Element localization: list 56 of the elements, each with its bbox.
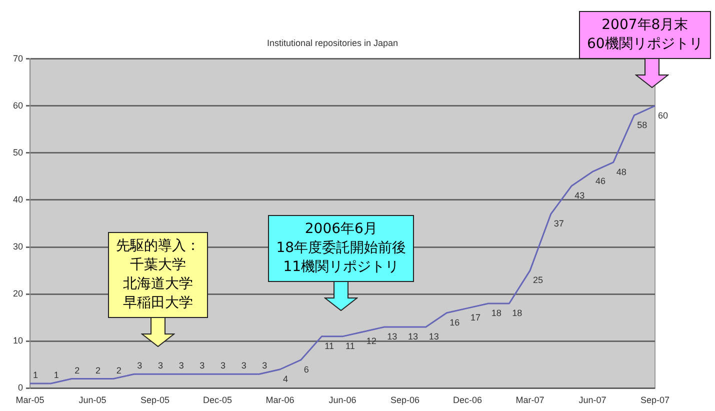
x-tick-label: Mar-07 bbox=[516, 395, 544, 406]
data-label: 1 bbox=[33, 370, 38, 380]
data-label: 43 bbox=[574, 190, 585, 200]
data-label: 6 bbox=[304, 364, 309, 374]
y-tick-label: 40 bbox=[12, 194, 24, 204]
y-tick-label: 50 bbox=[12, 147, 24, 158]
y-tick-label: 10 bbox=[12, 336, 24, 346]
annotation: 先駆的導入： bbox=[116, 237, 200, 256]
x-tick-label: Mar-06 bbox=[266, 395, 294, 406]
data-label: 11 bbox=[346, 340, 355, 351]
x-tick-label: Jun-06 bbox=[328, 395, 356, 406]
data-label: 3 bbox=[262, 360, 268, 371]
data-label: 25 bbox=[533, 275, 544, 286]
data-label: 18 bbox=[491, 308, 502, 318]
y-tick-label: 60 bbox=[12, 100, 24, 110]
x-tick-label: Dec-06 bbox=[452, 395, 482, 406]
data-label: 58 bbox=[637, 120, 648, 130]
y-tick-label: 70 bbox=[12, 53, 24, 64]
annotation: 北海道大学 bbox=[122, 275, 194, 294]
y-tick-label: 0 bbox=[18, 382, 24, 393]
data-label: 46 bbox=[596, 176, 606, 186]
text: 2007年8月末 60機関リポジトリ bbox=[587, 16, 703, 54]
y-tick-label: 20 bbox=[12, 288, 24, 299]
data-label: 3 bbox=[200, 360, 205, 371]
data-label: 18 bbox=[512, 308, 522, 318]
data-label: 3 bbox=[178, 360, 184, 371]
data-label: 2 bbox=[74, 365, 80, 376]
data-label: 17 bbox=[470, 312, 481, 323]
x-tick-label: Sep-07 bbox=[640, 395, 670, 406]
data-label: 60 bbox=[658, 110, 668, 120]
data-label: 16 bbox=[450, 317, 460, 328]
annotation: 2006年6月 18年度委託開始前後 11機関リポジトリ bbox=[276, 220, 406, 277]
data-label: 3 bbox=[241, 360, 246, 371]
x-tick-label: Mar-05 bbox=[16, 395, 44, 406]
x-tick-label: Dec-05 bbox=[203, 395, 232, 406]
y-tick-label: 30 bbox=[12, 242, 24, 252]
data-label: 3 bbox=[220, 360, 226, 371]
data-label: 48 bbox=[616, 166, 626, 177]
data-label: 2 bbox=[96, 365, 101, 376]
data-label: 37 bbox=[554, 218, 564, 229]
data-label: 4 bbox=[283, 374, 288, 384]
x-tick-label: Jun-07 bbox=[578, 395, 606, 406]
annotation: 早稲田大学 bbox=[122, 294, 194, 314]
data-label: 11 bbox=[324, 340, 334, 351]
data-label: 13 bbox=[428, 332, 439, 342]
data-label: 3 bbox=[158, 360, 164, 371]
data-label: 2 bbox=[116, 365, 122, 376]
x-tick-label: Sep-05 bbox=[140, 395, 170, 406]
chart-title: Institutional repositories in Japan bbox=[266, 38, 398, 48]
data-label: 3 bbox=[137, 360, 142, 371]
data-label: 13 bbox=[408, 332, 418, 342]
annotation: 千葉大学 bbox=[129, 256, 188, 276]
data-label: 13 bbox=[387, 332, 398, 342]
x-tick-label: Jun-05 bbox=[78, 395, 106, 406]
x-tick-label: Sep-06 bbox=[390, 395, 420, 406]
data-label: 1 bbox=[54, 370, 59, 380]
